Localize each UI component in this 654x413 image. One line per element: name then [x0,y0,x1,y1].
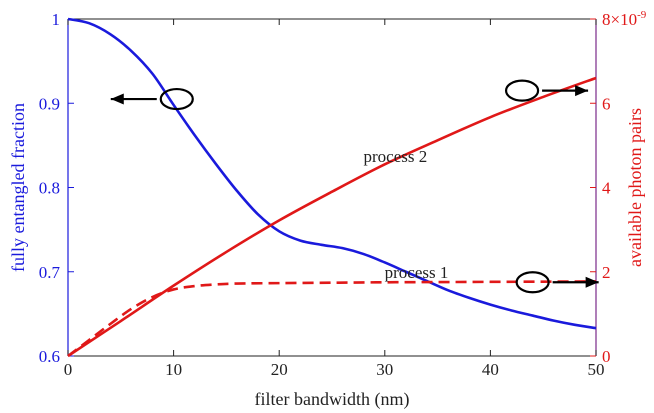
arrow-left-head [110,93,124,105]
x-axis-title: filter bandwidth (nm) [255,389,410,410]
left-y-tick-label: 0.7 [39,263,61,282]
left-y-tick-label: 1 [52,10,61,29]
left-y-axis-title: fully entangled fraction [8,103,28,272]
left-y-tick-label: 0.6 [39,347,60,366]
arrow-right-head [585,276,599,288]
x-tick-label: 40 [482,360,499,379]
right-y-tick-label: 0 [602,347,611,366]
x-tick-label: 0 [64,360,73,379]
process-1-photon-pairs-line [67,280,597,358]
x-tick-label: 30 [376,360,393,379]
process-2-photon-pairs-line [67,76,597,358]
left-y-tick-label: 0.8 [39,179,60,198]
marker-ellipse [515,271,550,294]
right-y-axis-title: available photon pairs [625,108,645,267]
x-tick-label: 10 [165,360,182,379]
fully-entangled-fraction-line [67,17,597,330]
right-y-tick-exponent: -9 [637,9,647,21]
marker-ellipse [504,79,540,102]
right-y-tick-label: 4 [602,179,611,198]
annotation-label: process 1 [385,263,449,282]
left-y-tick-label: 0.9 [39,94,60,113]
x-tick-label: 20 [271,360,288,379]
right-y-tick-label: 6 [602,94,611,113]
arrow-right-head [575,85,589,97]
annotation-label: process 2 [363,147,427,166]
marker-ellipse [159,87,194,111]
right-y-tick-label: 2 [602,263,611,282]
x-tick-label: 50 [588,360,605,379]
right-y-tick-label: 8×10-9 [602,9,647,29]
